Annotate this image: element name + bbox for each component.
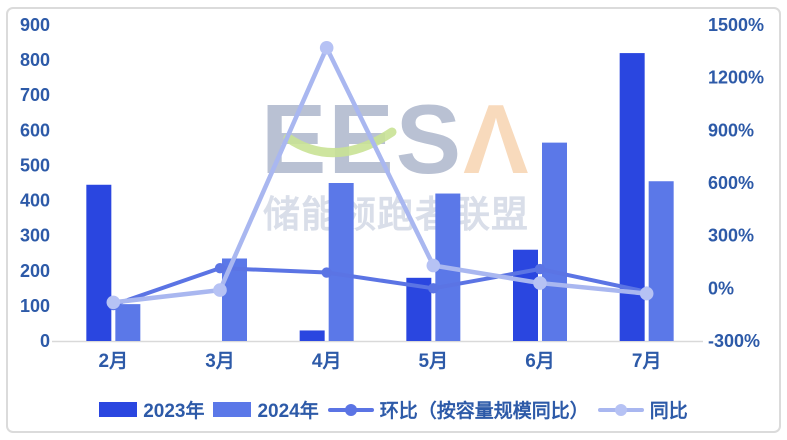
line-同比 [111, 45, 649, 305]
x-axis-label: 3月 [205, 351, 235, 372]
bar-2023年-6月 [513, 249, 538, 341]
legend-item-2024: 2024年 [213, 396, 319, 423]
x-axis-label: 5月 [419, 351, 449, 372]
y-axis-left-tick: 700 [20, 85, 50, 105]
bar-2023年-2月 [86, 184, 112, 341]
legend-label-2024: 2024年 [257, 401, 319, 422]
marker-同比-3月 [213, 283, 227, 297]
y-axis-left-tick: 600 [20, 120, 50, 140]
x-axis-label: 7月 [632, 351, 662, 372]
y-axis-left-tick: 0 [40, 331, 50, 351]
x-axis-label: 4月 [312, 351, 342, 372]
legend-line-marker-huanbi-icon [327, 402, 374, 418]
bar-2023年-4月 [299, 330, 325, 341]
y-axis-right-tick: -300% [708, 331, 760, 351]
legend-swatch-2024 [213, 402, 252, 417]
chart-legend: 2023年 2024年 环比（按容量规模同比） 同比 [0, 396, 787, 423]
legend-label-tongbi: 同比 [649, 401, 688, 422]
x-axis-label: 6月 [525, 351, 555, 372]
y-axis-right-tick: 900% [708, 120, 754, 140]
bar-2024年-2月 [115, 304, 141, 341]
y-axis-right-tick: 1200% [708, 68, 764, 88]
legend-dot-huanbi [344, 403, 357, 416]
legend-swatch-2023 [99, 402, 138, 417]
bar-2024年-4月 [328, 183, 354, 341]
x-axis-label: 2月 [99, 351, 129, 372]
marker-同比-6月 [533, 276, 547, 290]
legend-item-tongbi: 同比 [597, 396, 688, 423]
bar-2023年-7月 [619, 53, 645, 341]
bar-2024年-7月 [648, 181, 674, 341]
marker-同比-2月 [106, 295, 121, 310]
y-axis-right-tick: 1500% [708, 15, 764, 35]
y-axis-left-tick: 500 [20, 155, 50, 175]
marker-环比（按容量规模同比）-3月 [214, 262, 226, 274]
y-axis-right-tick: 300% [708, 226, 754, 246]
legend-item-2023: 2023年 [99, 396, 204, 423]
y-axis-left-tick: 400 [20, 191, 50, 211]
legend-label-huanbi: 环比（按容量规模同比） [379, 401, 589, 422]
marker-环比（按容量规模同比）-5月 [428, 283, 439, 294]
marker-环比（按容量规模同比）-4月 [321, 267, 332, 278]
line-环比（按容量规模同比） [111, 266, 649, 308]
legend-line-marker-tongbi-icon [597, 402, 644, 418]
marker-环比（按容量规模同比）-6月 [534, 263, 546, 275]
marker-同比-4月 [319, 41, 334, 55]
marker-同比-7月 [639, 286, 654, 301]
bar-2024年-6月 [542, 142, 567, 341]
y-axis-right-tick: 0% [708, 278, 734, 298]
y-axis-left-tick: 200 [20, 261, 50, 281]
y-axis-left-tick: 100 [20, 296, 50, 316]
legend-label-2023: 2023年 [143, 401, 205, 422]
y-axis-left-tick: 900 [20, 15, 50, 35]
legend-item-huanbi: 环比（按容量规模同比） [327, 396, 589, 423]
y-axis-left-tick: 300 [20, 226, 50, 246]
legend-dot-tongbi [614, 403, 627, 416]
y-axis-right-tick: 600% [708, 173, 754, 193]
y-axis-left-tick: 800 [20, 50, 50, 70]
marker-同比-5月 [426, 258, 441, 273]
